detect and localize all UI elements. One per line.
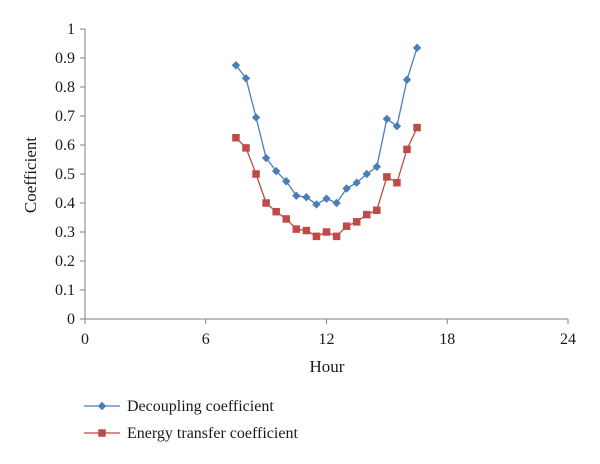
data-point xyxy=(242,144,250,152)
y-tick-label: 0.3 xyxy=(55,224,75,241)
data-point xyxy=(302,193,311,202)
data-point xyxy=(342,184,351,193)
x-tick-label: 24 xyxy=(560,331,576,348)
data-point xyxy=(332,198,341,208)
y-tick-label: 0.2 xyxy=(55,253,75,270)
series-2 xyxy=(232,123,421,241)
data-point xyxy=(382,114,392,124)
data-point xyxy=(282,177,291,186)
data-point xyxy=(241,74,251,83)
y-tick-label: 0.9 xyxy=(55,50,75,67)
data-point xyxy=(322,228,331,236)
data-point xyxy=(413,123,421,132)
legend-label: Decoupling coefficient xyxy=(127,398,274,415)
legend: Decoupling coefficient Energy transfer co… xyxy=(84,398,298,442)
data-point xyxy=(412,43,422,53)
x-tick-label: 12 xyxy=(319,331,335,348)
data-point xyxy=(372,162,382,171)
data-point xyxy=(251,113,261,122)
y-tick-label: 1 xyxy=(67,21,75,38)
series-1 xyxy=(231,43,422,209)
data-point xyxy=(272,207,280,216)
x-tick-label: 0 xyxy=(81,331,89,348)
x-tick-label: 18 xyxy=(439,331,455,348)
y-tick-label: 0.8 xyxy=(55,79,75,96)
legend-item: Decoupling coefficient xyxy=(84,398,274,415)
legend-marker xyxy=(97,401,107,411)
y-tick-label: 0.1 xyxy=(55,282,75,299)
legend-item: Energy transfer coefficient xyxy=(84,425,298,442)
data-point xyxy=(271,166,281,176)
data-point xyxy=(342,222,351,230)
legend-label: Energy transfer coefficient xyxy=(127,425,298,442)
data-point xyxy=(322,194,331,203)
data-point xyxy=(363,210,371,219)
data-point xyxy=(231,61,241,70)
y-tick-label: 0.6 xyxy=(55,137,75,154)
y-tick-label: 0.5 xyxy=(55,166,75,183)
y-tick-label: 0.7 xyxy=(55,108,75,125)
axes: 0 0.1 0.2 0.3 0.4 0.5 0.6 0.7 0.8 0.9 1 0 6 12 18 24 xyxy=(55,21,576,348)
data-point xyxy=(352,178,361,187)
data-point xyxy=(252,170,260,178)
data-point xyxy=(261,153,271,163)
data-point xyxy=(312,232,321,241)
data-point xyxy=(362,169,371,179)
data-point xyxy=(262,199,270,207)
data-point xyxy=(292,225,301,233)
data-point xyxy=(352,218,361,226)
data-point xyxy=(373,206,381,214)
data-point xyxy=(392,121,402,131)
y-axis-title: Coefficient xyxy=(21,137,40,213)
data-point xyxy=(383,173,391,181)
series-line xyxy=(235,47,418,206)
data-point xyxy=(232,134,240,142)
data-point xyxy=(402,75,412,84)
y-tick-label: 0 xyxy=(67,311,75,328)
x-axis-title: Hour xyxy=(310,357,345,376)
data-point xyxy=(302,226,311,235)
data-point xyxy=(292,191,301,200)
legend-marker xyxy=(98,429,106,437)
data-point xyxy=(403,145,411,154)
data-point xyxy=(282,215,290,223)
data-point xyxy=(332,232,341,241)
y-tick-label: 0.4 xyxy=(55,195,75,212)
x-tick-label: 6 xyxy=(202,331,210,348)
data-point xyxy=(393,178,401,187)
series-layer xyxy=(231,43,422,241)
data-point xyxy=(312,200,321,209)
